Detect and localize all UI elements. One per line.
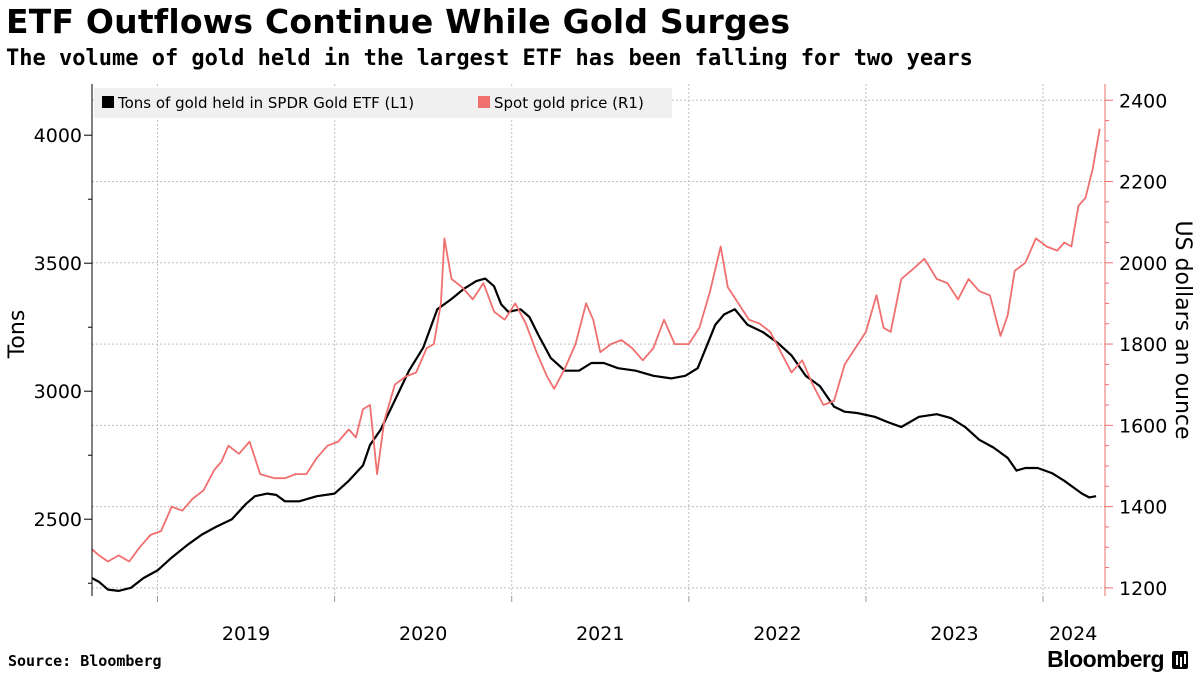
right-tick-label: 1800 [1119,334,1167,356]
chart-subtitle: The volume of gold held in the largest E… [6,46,973,71]
brand-logo-text: Bloomberg [1047,646,1164,672]
legend: Tons of gold held in SPDR Gold ETF (L1) S… [94,88,672,118]
right-tick-label: 1400 [1119,497,1167,519]
x-tick-label: 2022 [753,623,801,645]
chart-title: ETF Outflows Continue While Gold Surges [6,2,791,41]
left-tick-label: 3000 [34,381,82,403]
x-tick-label: 2019 [222,623,270,645]
left-tick-label: 2500 [34,509,82,531]
x-tick-label: 2023 [930,623,978,645]
right-axis-title: US dollars an ounce [1170,220,1195,439]
legend-label-etf: Tons of gold held in SPDR Gold ETF (L1) [117,94,414,112]
bloomberg-terminal-icon [1172,650,1188,669]
left-tick-label: 4000 [34,125,82,147]
right-tick-label: 2200 [1119,172,1167,194]
left-tick-label: 3500 [34,253,82,275]
axis-layer: 2500 3000 3500 4000 Tons 1200 1400 1600 1800 2000… [5,84,1195,645]
legend-background [94,88,672,118]
legend-label-gold: Spot gold price (R1) [494,94,644,112]
left-axis-title: Tons [5,310,30,360]
right-tick-label: 1600 [1119,415,1167,437]
right-tick-label: 2000 [1119,253,1167,275]
x-tick-label: 2020 [399,623,447,645]
series-line-spot-gold [91,128,1101,563]
right-tick-label: 2400 [1119,90,1167,112]
legend-swatch-etf [102,96,114,108]
series-layer [91,128,1101,592]
x-tick-label: 2021 [576,623,624,645]
legend-swatch-gold [478,96,490,108]
source-note: Source: Bloomberg [8,652,162,670]
x-tick-label: 2024 [1049,623,1097,645]
series-line-etf-holdings [91,277,1097,592]
right-tick-label: 1200 [1119,578,1167,600]
brand: Bloomberg [1047,646,1188,673]
